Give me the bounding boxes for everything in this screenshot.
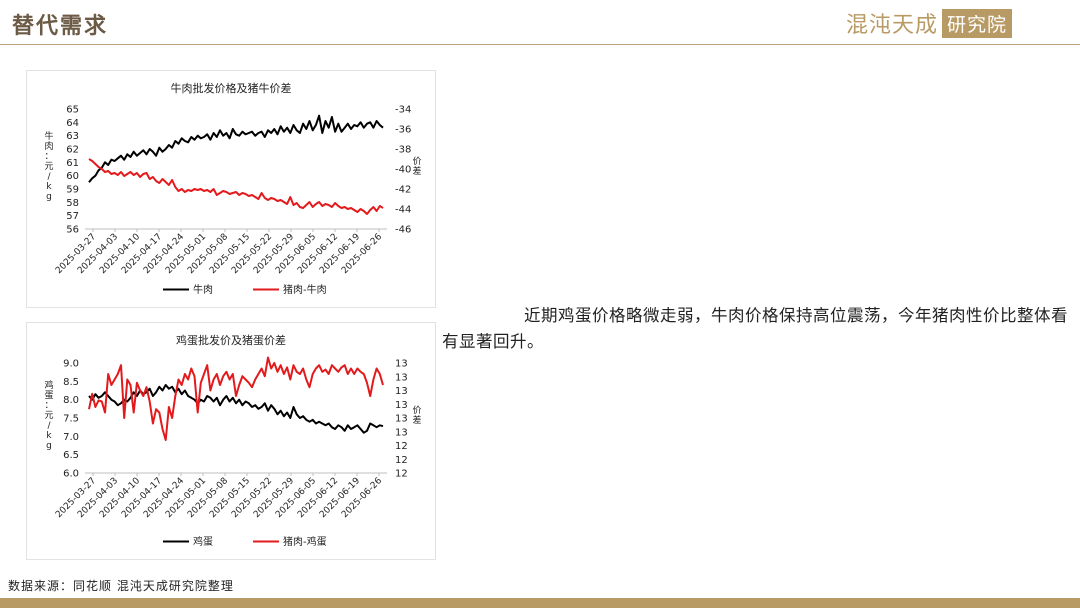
- y-tick-label: 6.5: [63, 450, 79, 461]
- logo-box: 研究院: [942, 8, 1013, 38]
- chart-title: 鸡蛋批发价及猪蛋价差: [176, 333, 286, 347]
- y-axis-label: 鸡蛋：元/k g: [44, 379, 53, 451]
- y2-tick-label: -46: [395, 225, 411, 236]
- y-tick-label: 64: [66, 118, 79, 129]
- footer-bar: [0, 598, 1080, 608]
- y2-tick-label: 13: [395, 386, 408, 397]
- y2-tick-label: -36: [395, 125, 411, 136]
- y2-axis-label: 价差: [412, 405, 421, 426]
- y2-axis-label: 价差: [412, 156, 421, 177]
- y-tick-label: 7.0: [63, 432, 79, 443]
- y2-tick-label: 12: [395, 469, 408, 480]
- series-line-primary: [88, 384, 384, 434]
- y-tick-label: 6.0: [63, 469, 79, 480]
- egg-chart: 鸡蛋批发价及猪蛋价差 6.0 6.5 7.0 7.5 8.0 8.5 9.0 12 12 12 13 1…: [44, 333, 421, 548]
- beef-chart: 牛肉批发价格及猪牛价差 56 57 58 59 60 61 62 63 64 65 -46 -44 -42…: [44, 81, 421, 296]
- y-tick-label: 9.0: [63, 359, 79, 370]
- y2-tick-label: 12: [395, 455, 408, 466]
- legend-label: 牛肉: [193, 283, 213, 296]
- y-tick-label: 56: [66, 225, 79, 236]
- y-tick-label: 63: [66, 131, 79, 142]
- y-axis-label: 牛肉：元/k g: [44, 130, 53, 202]
- legend-label: 猪肉-鸡蛋: [283, 535, 327, 548]
- y-tick-label: 7.5: [63, 414, 79, 425]
- y2-tick-label: -38: [395, 145, 411, 156]
- page-title: 替代需求: [12, 14, 109, 39]
- y-tick-label: 65: [66, 105, 79, 116]
- y2-tick-label: 13: [395, 427, 408, 438]
- y2-tick-label: 13: [395, 372, 408, 383]
- y-tick-label: 61: [66, 158, 79, 169]
- y2-tick-label: -40: [395, 165, 411, 176]
- header-divider: [0, 44, 1080, 45]
- y-tick-label: 59: [66, 185, 79, 196]
- series-line-spread: [88, 158, 384, 215]
- y2-tick-label: -44: [395, 205, 411, 216]
- y2-tick-label: -42: [395, 185, 411, 196]
- y2-tick-label: -34: [395, 105, 411, 116]
- series-line-spread: [88, 356, 384, 441]
- y2-tick-label: 12: [395, 441, 408, 452]
- y-tick-label: 57: [66, 211, 79, 222]
- brand-logo: 混沌天成 研究院: [846, 6, 1013, 40]
- legend-label: 猪肉-牛肉: [283, 283, 327, 296]
- beef-chart-panel: 牛肉批发价格及猪牛价差 56 57 58 59 60 61 62 63 64 65 -46 -44 -42…: [26, 70, 436, 308]
- y-tick-label: 8.5: [63, 377, 79, 388]
- series-line-primary: [88, 114, 384, 183]
- y-tick-label: 60: [66, 171, 79, 182]
- y-tick-label: 8.0: [63, 395, 79, 406]
- legend-label: 鸡蛋: [193, 535, 213, 548]
- egg-chart-panel: 鸡蛋批发价及猪蛋价差 6.0 6.5 7.0 7.5 8.0 8.5 9.0 12 12 12 13 1…: [26, 322, 436, 560]
- y-tick-label: 58: [66, 198, 79, 209]
- chart-title: 牛肉批发价格及猪牛价差: [171, 81, 292, 95]
- y2-tick-label: 13: [395, 414, 408, 425]
- data-source: 数据来源：同花顺 混沌天成研究院整理: [8, 579, 234, 593]
- logo-text: 混沌天成: [846, 13, 939, 38]
- description-text: 近期鸡蛋价格略微走弱，牛肉价格保持高位震荡，今年猪肉性价比整体看有显著回升。: [442, 306, 1068, 351]
- y-tick-label: 62: [66, 145, 79, 156]
- y2-tick-label: 13: [395, 359, 408, 370]
- y2-tick-label: 13: [395, 400, 408, 411]
